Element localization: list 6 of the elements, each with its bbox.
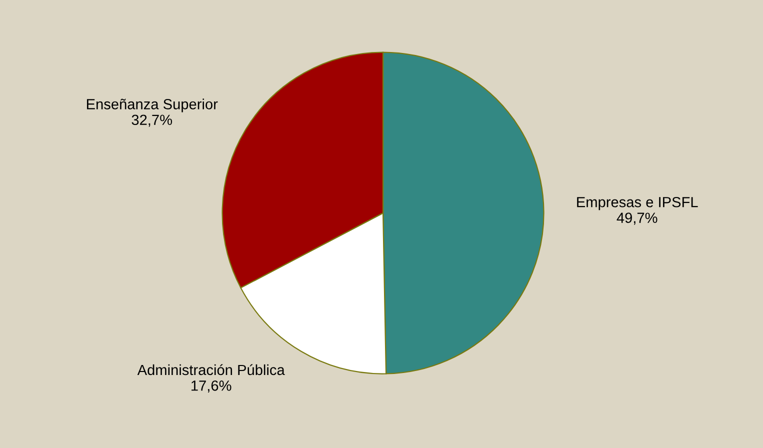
slice-label: Enseñanza Superior (86, 98, 218, 112)
data-label: 32,7% (132, 114, 172, 127)
data-label: 17,6% (192, 380, 232, 393)
data-label: 49,7% (616, 212, 658, 225)
slice-label: Administración Pública (137, 364, 285, 376)
slice-label: Empresas e IPSFL (577, 196, 698, 210)
